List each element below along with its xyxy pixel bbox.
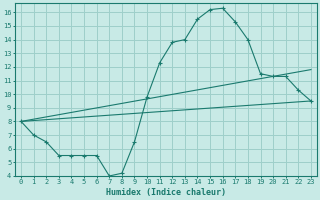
X-axis label: Humidex (Indice chaleur): Humidex (Indice chaleur) [106,188,226,197]
